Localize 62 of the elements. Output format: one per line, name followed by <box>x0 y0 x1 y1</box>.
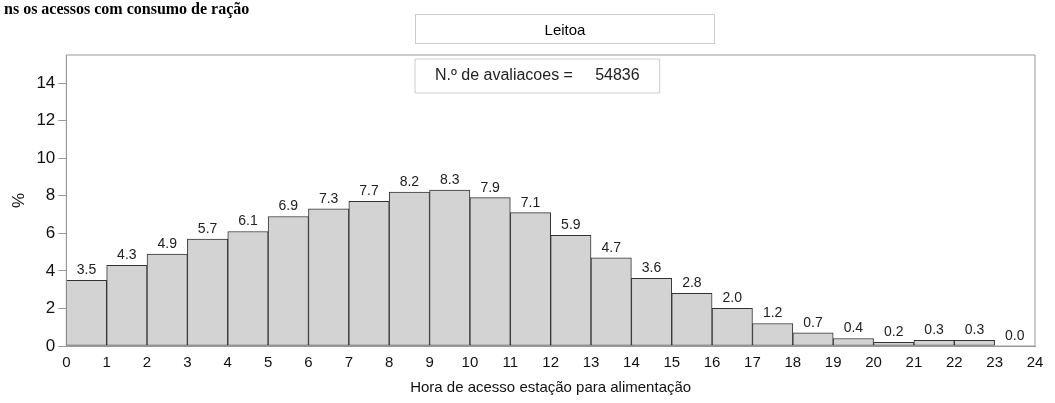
x-tick-label: 24 <box>1026 353 1044 371</box>
data-label: 5.9 <box>561 216 581 233</box>
data-label: 7.9 <box>480 178 501 195</box>
y-tick-label: 4 <box>45 260 56 280</box>
x-tick-label: 9 <box>425 353 434 371</box>
y-tick-label: 8 <box>45 185 56 205</box>
data-label: 0.0 <box>1005 326 1025 343</box>
data-label: 0.3 <box>964 321 985 338</box>
x-tick-label: 20 <box>865 353 882 371</box>
data-label: 4.9 <box>157 234 178 251</box>
x-tick-label: 10 <box>461 353 479 371</box>
data-label: 0.7 <box>803 313 823 330</box>
annotation: N.º de avaliacoes = 54836 <box>435 66 640 84</box>
data-label: 5.7 <box>197 219 218 236</box>
data-label: 6.1 <box>238 212 258 229</box>
x-tick-label: 19 <box>824 353 842 371</box>
data-label: 7.1 <box>520 193 541 210</box>
chart-subtitle: Leitoa <box>415 14 715 44</box>
data-label: 2.0 <box>722 289 743 306</box>
x-tick-label: 2 <box>142 353 152 371</box>
x-tick-label: 21 <box>905 353 923 371</box>
data-label: 3.5 <box>76 261 97 278</box>
data-label: 0.4 <box>843 319 864 336</box>
data-label: 4.7 <box>601 238 622 255</box>
x-tick-label: 11 <box>502 353 519 371</box>
y-axis-title: % <box>8 192 28 209</box>
x-tick-label: 16 <box>703 353 721 371</box>
y-tick-label: 0 <box>45 335 56 355</box>
x-axis-title: Hora de acesso estação para alimentação <box>410 378 692 396</box>
x-tick-label: 1 <box>102 353 111 371</box>
y-tick-label: 14 <box>36 72 56 92</box>
data-label: 0.2 <box>884 323 904 340</box>
x-tick-label: 8 <box>385 353 394 371</box>
data-label: 1.2 <box>762 304 783 321</box>
x-tick-label: 14 <box>623 353 640 371</box>
y-tick-label: 10 <box>36 147 56 167</box>
x-tick-label: 4 <box>223 353 232 371</box>
data-label: 2.8 <box>682 274 702 291</box>
x-tick-label: 18 <box>784 353 802 371</box>
x-tick-label: 15 <box>663 353 681 371</box>
x-tick-label: 5 <box>263 353 273 371</box>
data-label: 6.9 <box>278 197 299 214</box>
data-label: 7.3 <box>318 189 339 206</box>
data-label: 4.3 <box>117 246 137 263</box>
x-tick-label: 6 <box>304 353 313 371</box>
x-tick-label: 13 <box>582 353 600 371</box>
data-label: 3.6 <box>641 259 662 276</box>
y-tick-label: 12 <box>36 110 56 130</box>
data-label: 8.3 <box>440 171 460 188</box>
x-tick-label: 22 <box>945 353 963 371</box>
data-label: 7.7 <box>359 182 379 199</box>
x-tick-label: 7 <box>344 353 354 371</box>
y-tick-label: 6 <box>45 223 56 243</box>
x-tick-label: 17 <box>744 353 761 371</box>
y-tick-label: 2 <box>45 298 56 318</box>
data-label: 8.2 <box>399 172 420 189</box>
chart-title: ns os acessos com consumo de ração <box>4 0 250 18</box>
x-tick-label: 12 <box>542 353 559 371</box>
x-tick-label: 3 <box>183 353 192 371</box>
x-tick-label: 23 <box>986 353 1003 371</box>
x-tick-label: 0 <box>62 353 71 371</box>
data-label: 0.3 <box>924 321 945 338</box>
